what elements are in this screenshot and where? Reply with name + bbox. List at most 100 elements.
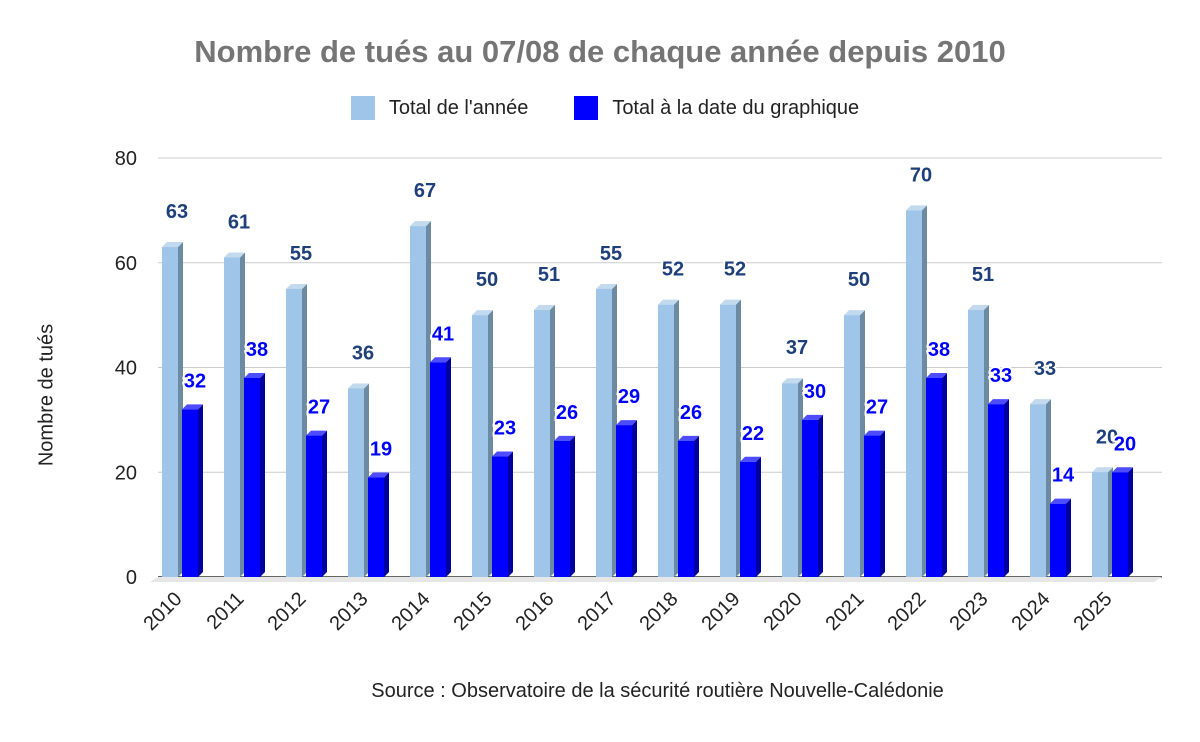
bar-side-1-2020 <box>818 414 823 577</box>
data-label-0-2016: 51 <box>538 264 560 286</box>
source-note: Source : Observatoire de la sécurité rou… <box>371 680 944 702</box>
bar-0-2019 <box>720 304 736 577</box>
x-tick-label-2019: 2019 <box>698 588 745 635</box>
data-label-1-2019: 22 <box>742 423 764 445</box>
bar-1-2021 <box>864 435 880 577</box>
x-tick-label-2011: 2011 <box>203 588 249 634</box>
chart-title: Nombre de tués au 07/08 de chaque année … <box>194 34 1006 69</box>
data-label-1-2012: 27 <box>308 397 330 419</box>
legend-item-total-date[interactable]: Total à la date du graphique <box>574 96 859 120</box>
bar-side-1-2014 <box>446 357 451 577</box>
bar-1-2019 <box>740 461 756 577</box>
bar-top-0-2014 <box>410 221 431 227</box>
bar-1-2012 <box>306 435 322 577</box>
data-label-1-2023: 33 <box>990 365 1012 387</box>
data-label-1-2017: 29 <box>618 386 640 408</box>
data-label-0-2015: 50 <box>476 269 498 291</box>
x-tick-label-2024: 2024 <box>1008 588 1055 635</box>
bar-side-1-2022 <box>942 372 947 577</box>
bar-0-2012 <box>286 288 302 577</box>
bar-top-0-2023 <box>968 304 989 310</box>
bar-side-0-2013 <box>364 383 369 577</box>
x-tick-label-2021: 2021 <box>822 588 869 635</box>
bar-top-0-2016 <box>534 304 555 310</box>
bar-0-2025 <box>1092 472 1108 577</box>
bar-top-1-2019 <box>740 456 761 462</box>
bar-top-1-2016 <box>554 435 575 441</box>
bar-top-1-2025 <box>1112 467 1133 473</box>
bar-side-1-2016 <box>570 435 575 577</box>
bar-top-0-2025 <box>1092 467 1113 473</box>
bar-1-2018 <box>678 440 694 577</box>
data-label-0-2010: 63 <box>166 201 188 223</box>
bar-1-2017 <box>616 425 632 577</box>
legend-swatch-total-date <box>574 96 599 120</box>
x-tick-label-2023: 2023 <box>946 588 993 635</box>
x-tick-label-2022: 2022 <box>884 588 931 635</box>
bar-0-2022 <box>906 210 922 577</box>
bar-side-1-2011 <box>260 372 265 577</box>
bar-side-1-2013 <box>384 472 389 577</box>
bar-top-1-2021 <box>864 430 885 436</box>
bar-side-1-2017 <box>632 420 637 577</box>
bar-side-0-2012 <box>302 283 307 577</box>
bar-top-1-2017 <box>616 420 637 426</box>
data-label-0-2019: 52 <box>724 259 746 281</box>
bar-top-1-2020 <box>802 414 823 420</box>
bar-side-0-2014 <box>426 221 431 577</box>
legend-item-total-annee[interactable]: Total de l'année <box>350 96 528 120</box>
y-tick-label-0: 0 <box>126 567 137 589</box>
data-label-0-2013: 36 <box>352 342 374 364</box>
bar-side-0-2016 <box>550 304 555 577</box>
bar-top-0-2013 <box>348 383 369 389</box>
x-tick-label-2010: 2010 <box>140 588 187 635</box>
data-label-0-2024: 33 <box>1034 358 1056 380</box>
bar-side-1-2010 <box>198 404 203 577</box>
bar-side-1-2019 <box>756 456 761 577</box>
bar-side-1-2018 <box>694 435 699 577</box>
data-label-0-2017: 55 <box>600 243 622 265</box>
bar-side-1-2012 <box>322 430 327 577</box>
bar-side-0-2020 <box>798 378 803 577</box>
y-tick-label-20: 20 <box>115 462 137 484</box>
x-tick-label-2012: 2012 <box>264 588 311 635</box>
x-tick-label-2020: 2020 <box>760 588 807 635</box>
bar-side-0-2015 <box>488 310 493 577</box>
bar-top-1-2012 <box>306 430 327 436</box>
bar-side-1-2025 <box>1128 467 1133 577</box>
bar-top-0-2011 <box>224 252 245 258</box>
bar-1-2023 <box>988 404 1004 577</box>
bar-1-2014 <box>430 362 446 577</box>
data-label-1-2020: 30 <box>804 381 826 403</box>
bar-1-2020 <box>802 419 818 577</box>
x-tick-label-2015: 2015 <box>450 588 497 635</box>
bar-side-1-2015 <box>508 451 513 577</box>
bar-side-0-2010 <box>178 242 183 577</box>
bar-0-2016 <box>534 309 550 577</box>
data-label-1-2016: 26 <box>556 402 578 424</box>
bar-0-2010 <box>162 247 178 577</box>
bar-0-2014 <box>410 226 426 577</box>
data-label-0-2020: 37 <box>786 337 808 359</box>
bar-top-0-2012 <box>286 283 307 289</box>
data-label-1-2015: 23 <box>494 418 516 440</box>
bar-top-0-2018 <box>658 299 679 305</box>
bar-0-2015 <box>472 315 488 577</box>
bar-top-0-2022 <box>906 205 927 211</box>
legend-swatch-total-annee <box>350 96 375 120</box>
data-label-1-2018: 26 <box>680 402 702 424</box>
bar-side-0-2023 <box>984 304 989 577</box>
bar-side-1-2021 <box>880 430 885 577</box>
data-label-0-2011: 61 <box>228 212 250 234</box>
x-tick-label-2025: 2025 <box>1070 588 1117 635</box>
bar-top-1-2014 <box>430 357 451 363</box>
x-tick-label-2018: 2018 <box>636 588 683 635</box>
data-label-0-2023: 51 <box>972 264 994 286</box>
bar-1-2015 <box>492 456 508 577</box>
bar-top-1-2015 <box>492 451 513 457</box>
data-label-1-2011: 38 <box>246 339 268 361</box>
bar-top-0-2017 <box>596 283 617 289</box>
bar-0-2020 <box>782 383 798 577</box>
bar-0-2024 <box>1030 404 1046 577</box>
